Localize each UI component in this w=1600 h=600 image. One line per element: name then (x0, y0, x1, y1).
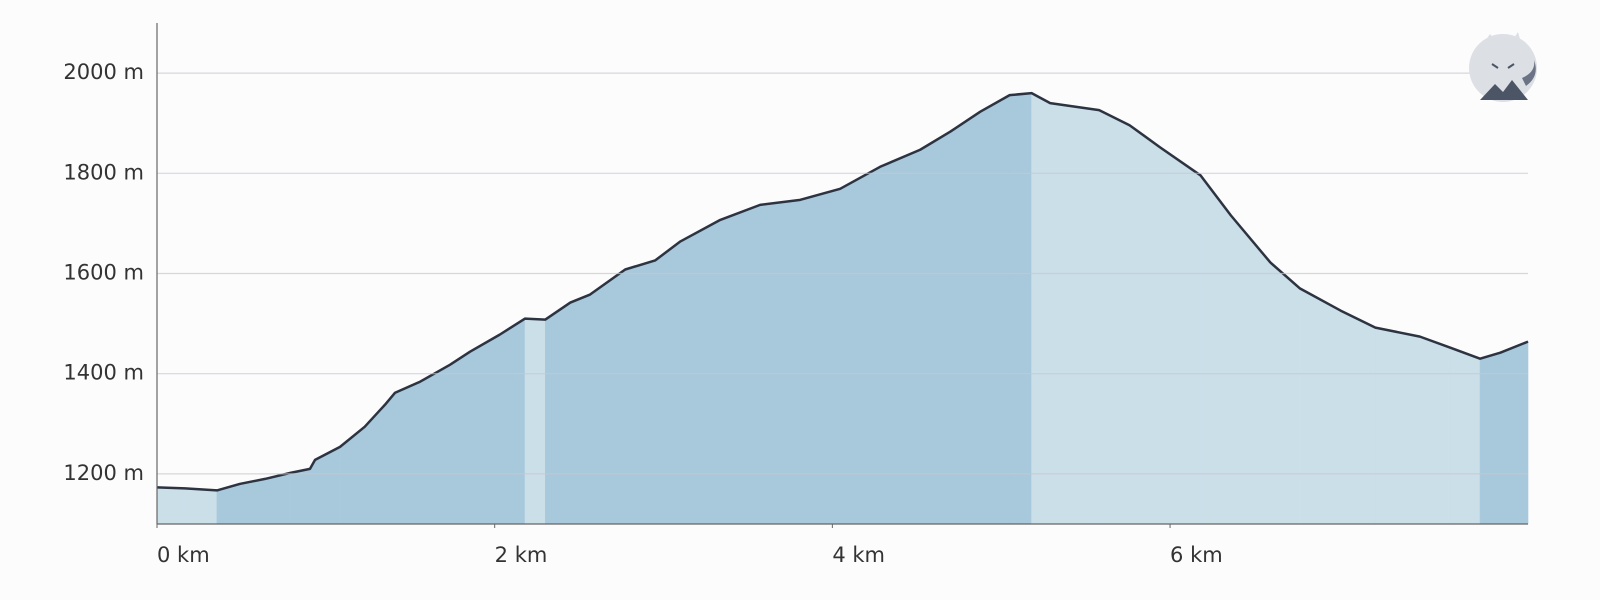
slope-segment (290, 468, 311, 525)
slope-segment (394, 381, 421, 525)
slope-segment (624, 260, 656, 525)
slope-segment (1009, 92, 1032, 525)
x-tick-label: 0 km (157, 543, 210, 567)
x-tick-label: 2 km (495, 543, 548, 567)
y-tick-label: 1400 m (63, 361, 144, 385)
x-tick-label: 4 km (832, 543, 885, 567)
y-tick-label: 1200 m (63, 461, 144, 485)
slope-segment (570, 294, 591, 525)
slope-segment (1200, 174, 1232, 525)
slope-segment (839, 166, 881, 525)
slope-segment (384, 391, 396, 525)
slope-segment (1270, 261, 1301, 525)
logo (1469, 32, 1537, 102)
elevation-line (156, 91, 1529, 492)
slope-segment (419, 364, 451, 525)
slope-segment (239, 478, 266, 525)
slope-segment (264, 472, 291, 525)
slope-segment (1049, 102, 1100, 525)
slope-segment (499, 318, 526, 525)
y-tick-label: 1600 m (63, 261, 144, 285)
slope-segment (979, 94, 1010, 525)
y-tick-label: 1800 m (63, 160, 144, 184)
slope-segment (339, 426, 365, 525)
slope-segment (919, 131, 951, 525)
slope-segment (184, 488, 218, 525)
slope-segment (524, 318, 546, 525)
y-tick-label: 2000 m (63, 60, 144, 84)
slope-segment (545, 301, 571, 525)
slope-segment (1098, 109, 1130, 525)
slope-segment (1375, 327, 1421, 525)
slope-segment (680, 219, 721, 525)
slope-segment (1129, 124, 1161, 525)
slope-segment (1340, 310, 1376, 525)
slope-segment (1419, 336, 1451, 525)
slope-segment (469, 334, 501, 525)
slope-segment (449, 351, 471, 525)
slope-segment (156, 487, 186, 525)
slope-segment (879, 149, 921, 525)
slope-segment (589, 268, 626, 525)
slope-segment (1230, 214, 1271, 525)
slope-segment (1479, 352, 1501, 525)
slope-segment (1299, 288, 1341, 525)
slope-segment (1159, 146, 1201, 525)
x-tick-label: 6 km (1170, 543, 1223, 567)
slope-segment (759, 199, 801, 525)
slope-segment (719, 204, 761, 525)
slope-segment (654, 240, 681, 525)
slope-segment (1031, 92, 1051, 525)
slope-segment (1500, 341, 1529, 525)
